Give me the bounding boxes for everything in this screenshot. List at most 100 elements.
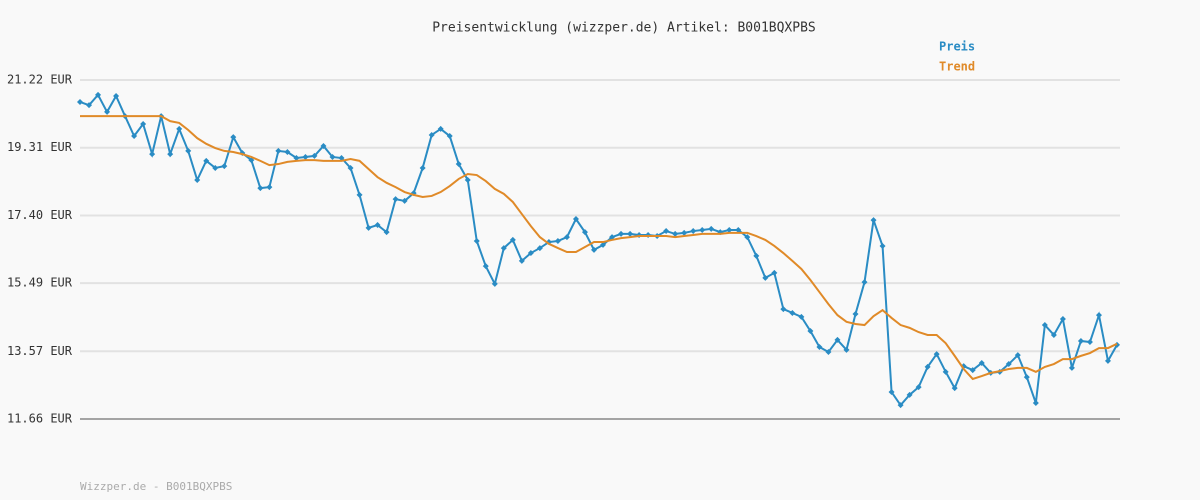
point-marker bbox=[1041, 322, 1048, 329]
point-marker bbox=[374, 222, 381, 229]
point-marker bbox=[437, 125, 444, 132]
point-marker bbox=[663, 228, 670, 235]
point-marker bbox=[1068, 364, 1075, 371]
point-marker bbox=[834, 336, 841, 343]
point-marker bbox=[518, 257, 525, 264]
point-marker bbox=[609, 234, 616, 241]
point-marker bbox=[194, 176, 201, 183]
point-marker bbox=[762, 274, 769, 281]
point-marker bbox=[347, 164, 354, 171]
point-marker bbox=[798, 313, 805, 320]
point-marker bbox=[563, 234, 570, 241]
point-marker bbox=[455, 161, 462, 168]
series-line bbox=[80, 115, 1118, 381]
point-marker bbox=[690, 228, 697, 235]
point-marker bbox=[915, 384, 922, 391]
point-marker bbox=[744, 234, 751, 241]
point-marker bbox=[789, 309, 796, 316]
point-marker bbox=[861, 279, 868, 286]
y-tick-label: 11.66 EUR bbox=[7, 412, 73, 426]
footer: Wizzper.de - B001BQXPBS bbox=[80, 480, 232, 493]
point-marker bbox=[482, 263, 489, 270]
point-marker bbox=[581, 229, 588, 236]
point-marker bbox=[969, 367, 976, 374]
legend-label: Trend bbox=[939, 60, 975, 74]
point-marker bbox=[897, 402, 904, 409]
point-marker bbox=[807, 328, 814, 335]
point-marker bbox=[95, 91, 102, 98]
point-marker bbox=[221, 163, 228, 170]
point-marker bbox=[212, 164, 219, 171]
point-marker bbox=[1086, 339, 1093, 346]
point-marker bbox=[627, 230, 634, 237]
point-marker bbox=[572, 216, 579, 223]
point-marker bbox=[464, 176, 471, 183]
point-marker bbox=[284, 148, 291, 155]
point-marker bbox=[491, 280, 498, 287]
point-marker bbox=[924, 363, 931, 370]
point-marker bbox=[536, 245, 543, 252]
point-marker bbox=[176, 125, 183, 132]
point-marker bbox=[1104, 357, 1111, 364]
point-marker bbox=[888, 389, 895, 396]
point-marker bbox=[1014, 352, 1021, 359]
point-marker bbox=[1023, 374, 1030, 381]
point-marker bbox=[257, 185, 264, 192]
point-marker bbox=[527, 250, 534, 257]
point-marker bbox=[618, 230, 625, 237]
point-marker bbox=[978, 359, 985, 366]
point-marker bbox=[942, 368, 949, 375]
point-marker bbox=[473, 237, 480, 244]
point-marker bbox=[329, 153, 336, 160]
point-marker bbox=[681, 229, 688, 236]
point-marker bbox=[509, 236, 516, 243]
point-marker bbox=[726, 226, 733, 233]
point-marker bbox=[753, 252, 760, 259]
point-marker bbox=[77, 98, 83, 105]
point-marker bbox=[275, 147, 282, 154]
point-marker bbox=[86, 102, 93, 109]
point-marker bbox=[500, 245, 507, 252]
point-marker bbox=[383, 229, 390, 236]
point-marker bbox=[879, 242, 886, 249]
point-marker bbox=[1005, 361, 1012, 368]
point-marker bbox=[392, 196, 399, 203]
point-marker bbox=[1077, 337, 1084, 344]
point-marker bbox=[419, 164, 426, 171]
point-marker bbox=[554, 237, 561, 244]
point-marker bbox=[1059, 316, 1066, 323]
point-marker bbox=[140, 120, 147, 127]
point-marker bbox=[311, 152, 318, 159]
point-marker bbox=[933, 351, 940, 358]
point-marker bbox=[104, 108, 111, 115]
point-marker bbox=[816, 344, 823, 351]
y-tick-label: 17.40 EUR bbox=[7, 208, 73, 222]
point-marker bbox=[338, 155, 345, 162]
y-tick-label: 13.57 EUR bbox=[7, 344, 73, 358]
chart-title: Preisentwicklung (wizzper.de) Artikel: B… bbox=[432, 21, 816, 36]
point-marker bbox=[320, 142, 327, 149]
point-marker bbox=[1095, 312, 1102, 319]
point-marker bbox=[780, 306, 787, 313]
point-marker bbox=[302, 153, 309, 160]
point-marker bbox=[113, 92, 120, 99]
point-marker bbox=[1032, 400, 1039, 407]
point-marker bbox=[951, 385, 958, 392]
point-marker bbox=[167, 151, 174, 158]
point-marker bbox=[699, 226, 706, 233]
point-marker bbox=[590, 246, 597, 253]
point-marker bbox=[131, 133, 138, 140]
point-marker bbox=[708, 225, 715, 232]
series-line bbox=[79, 93, 1118, 407]
point-marker bbox=[365, 224, 372, 231]
point-marker bbox=[185, 147, 192, 154]
point-marker bbox=[843, 346, 850, 353]
point-marker bbox=[428, 131, 435, 138]
point-marker bbox=[672, 230, 679, 237]
point-marker bbox=[293, 155, 300, 162]
point-marker bbox=[446, 133, 453, 140]
point-marker bbox=[401, 197, 408, 204]
legend-label: Preis bbox=[939, 40, 975, 54]
point-marker bbox=[735, 226, 742, 233]
